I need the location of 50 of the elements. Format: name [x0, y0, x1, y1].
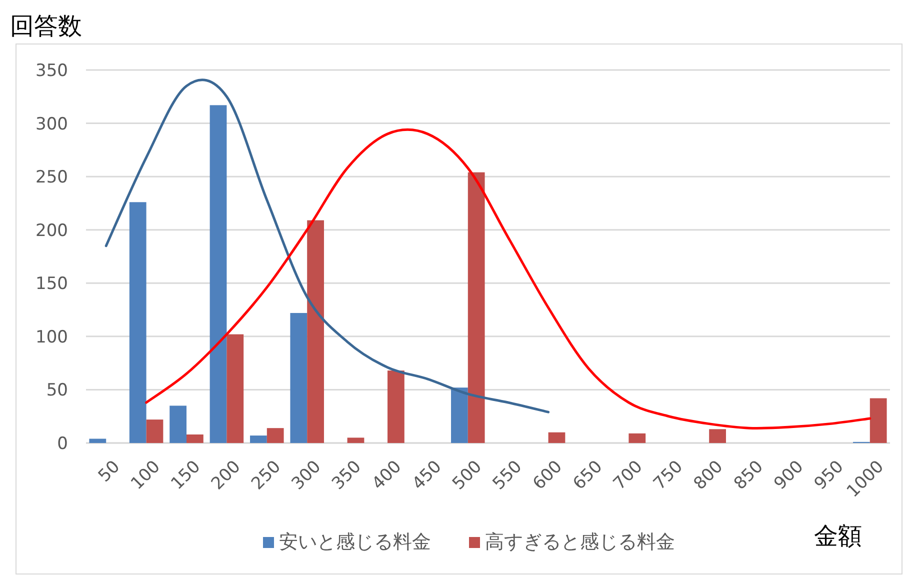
x-tick-label: 900: [770, 456, 808, 494]
bar: [451, 388, 468, 443]
x-tick-label: 550: [489, 456, 526, 494]
bar: [290, 312, 308, 443]
y-tick-label: 150: [36, 274, 68, 294]
x-tick-label: 100: [127, 456, 164, 494]
x-tick-label: 850: [730, 456, 768, 494]
legend-label: 安いと感じる料金: [279, 531, 431, 553]
bar: [89, 438, 106, 443]
x-tick-label: 450: [408, 456, 446, 494]
x-tick-label: 150: [167, 456, 205, 494]
y-tick-label: 350: [36, 61, 68, 81]
x-tick-label: 500: [448, 456, 486, 494]
x-tick-label: 50: [94, 456, 124, 486]
legend-label: 高すぎると感じる料金: [485, 531, 675, 553]
bar: [870, 398, 887, 443]
bar: [146, 420, 164, 443]
x-tick-label: 950: [810, 456, 848, 494]
x-tick-label: 600: [529, 456, 566, 494]
y-tick-label: 100: [36, 327, 68, 348]
bar: [250, 436, 267, 443]
x-tick-label: 300: [288, 456, 326, 494]
x-tick-label: 700: [610, 456, 647, 494]
x-axis-title: 金額: [814, 522, 862, 550]
bar: [226, 334, 244, 443]
bar: [186, 434, 204, 443]
x-tick-label: 800: [690, 456, 728, 494]
bar: [548, 432, 566, 443]
y-tick-label: 250: [36, 168, 68, 188]
bar: [468, 172, 485, 443]
bar: [170, 406, 186, 443]
bar: [347, 438, 364, 443]
x-tick-label: 200: [208, 456, 245, 494]
bar: [709, 429, 726, 443]
x-tick-label: 650: [569, 456, 607, 494]
bar: [129, 202, 146, 443]
bar: [307, 220, 324, 443]
y-tick-label: 0: [57, 434, 68, 454]
y-tick-label: 200: [36, 220, 68, 241]
y-tick-label: 50: [46, 380, 68, 401]
x-tick-label: 400: [368, 456, 406, 494]
bar: [388, 370, 404, 443]
x-tick-label: 350: [328, 456, 366, 494]
bar: [210, 105, 227, 443]
y-axis-title: 回答数: [10, 12, 82, 40]
x-tick-label: 250: [248, 456, 285, 494]
bar: [628, 433, 646, 443]
y-tick-label: 300: [36, 114, 68, 134]
x-tick-label: 750: [650, 456, 687, 494]
bar: [266, 428, 284, 443]
